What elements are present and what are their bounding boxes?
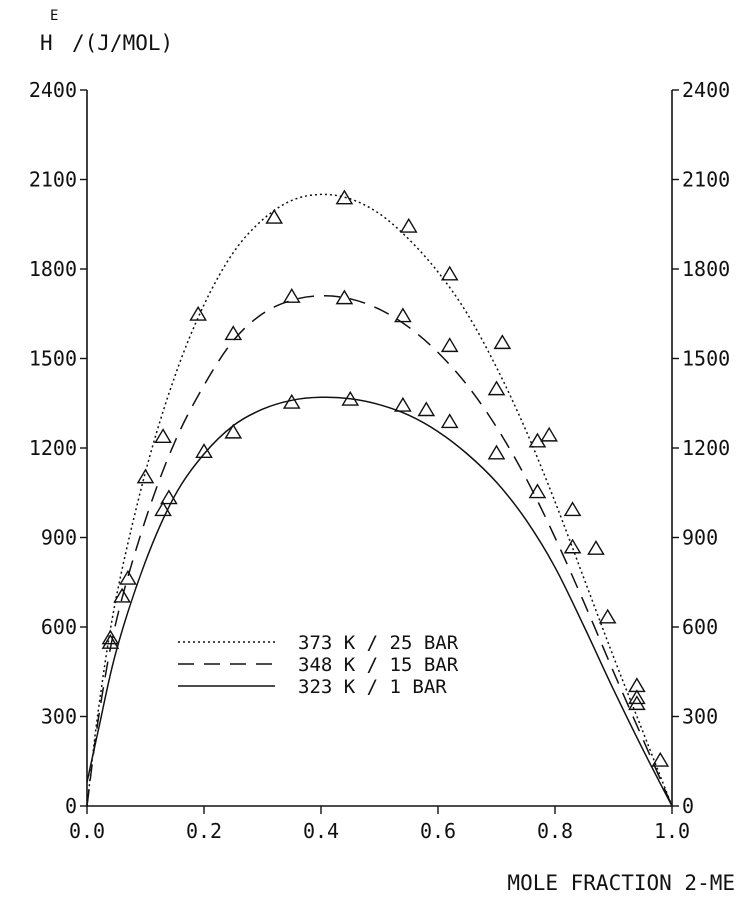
data-point-marker — [587, 540, 605, 555]
data-point-marker — [282, 393, 301, 409]
data-point-marker — [394, 396, 412, 412]
y-tick-label-left: 2100 — [29, 168, 77, 192]
data-point-marker — [540, 426, 558, 442]
y-tick-label-left: 1500 — [29, 347, 77, 371]
axes — [86, 90, 673, 807]
y-tick-label-right: 600 — [682, 615, 718, 639]
y-tick-label-right: 1200 — [682, 436, 730, 460]
data-point-marker — [195, 443, 213, 458]
series-3 — [86, 390, 673, 807]
data-point-marker — [487, 380, 506, 396]
data-point-marker — [119, 569, 137, 585]
series-2 — [86, 287, 673, 807]
y-tick-label-right: 2400 — [682, 78, 730, 102]
data-point-marker — [440, 337, 459, 353]
y-tick-label-right: 2100 — [682, 168, 730, 192]
data-point-marker — [399, 217, 418, 233]
x-tick-label: 0.8 — [537, 819, 573, 843]
x-axis-label: MOLE FRACTION 2-ME — [507, 871, 735, 895]
legend-label-323k: 323 K / 1 BAR — [298, 676, 447, 698]
data-point-marker — [440, 413, 459, 429]
series-layer — [86, 189, 673, 807]
y-tick-label-right: 300 — [682, 705, 718, 729]
data-point-marker — [651, 751, 670, 767]
data-point-marker — [136, 468, 155, 484]
legend-label-348k: 348 K / 15 BAR — [298, 654, 459, 676]
y-tick-label-left: 2400 — [29, 78, 77, 102]
x-tick-label: 1.0 — [654, 819, 690, 843]
data-point-marker — [154, 428, 172, 444]
y-axis-label-main: H — [40, 31, 53, 55]
data-point-marker — [101, 629, 120, 645]
data-point-marker — [598, 608, 617, 624]
data-point-marker — [335, 289, 354, 305]
y-axis-label-superscript: E — [50, 8, 58, 24]
y-tick-label-right: 0 — [682, 794, 694, 818]
data-point-marker — [101, 634, 120, 649]
data-point-marker — [341, 390, 360, 406]
y-tick-label-right: 1500 — [682, 347, 730, 371]
y-axis-label-units: /(J/MOL) — [72, 31, 173, 55]
data-point-marker — [417, 401, 436, 417]
series-line-3 — [86, 396, 673, 807]
data-point-marker — [282, 287, 301, 303]
data-point-marker — [563, 501, 582, 517]
y-tick-label-left: 1800 — [29, 257, 77, 281]
series-line-2 — [86, 295, 673, 807]
y-axis-label: H E /(J/MOL) — [40, 8, 173, 55]
series-1 — [86, 189, 673, 807]
ticks: 0 0 300 300 600 600 900 900 1200 1200 1500 1500 1800… — [29, 78, 730, 843]
y-tick-label-left: 0 — [65, 794, 77, 818]
y-tick-label-left: 900 — [41, 526, 77, 550]
legend: 373 K / 25 BAR 348 K / 15 BAR 323 K / 1 … — [178, 632, 459, 698]
data-point-marker — [563, 538, 582, 554]
data-point-marker — [440, 265, 459, 281]
y-tick-label-left: 600 — [41, 615, 77, 639]
data-point-marker — [394, 307, 412, 323]
data-point-marker — [189, 305, 207, 321]
data-point-marker — [154, 501, 172, 517]
data-point-marker — [493, 334, 512, 350]
legend-label-373k: 373 K / 25 BAR — [298, 632, 459, 654]
data-point-marker — [528, 432, 547, 448]
data-point-marker — [224, 325, 243, 341]
y-tick-label-right: 1800 — [682, 257, 730, 281]
data-point-marker — [487, 444, 506, 460]
y-tick-label-right: 900 — [682, 526, 718, 550]
y-tick-label-left: 300 — [41, 705, 77, 729]
data-point-marker — [113, 587, 131, 603]
data-point-marker — [528, 483, 547, 499]
data-point-marker — [265, 208, 284, 224]
data-point-marker — [628, 689, 646, 705]
data-point-marker — [628, 695, 646, 711]
y-tick-label-left: 1200 — [29, 436, 77, 460]
data-point-marker — [335, 189, 354, 205]
x-tick-label: 0.0 — [69, 819, 105, 843]
x-tick-label: 0.2 — [186, 819, 222, 843]
data-point-marker — [224, 423, 243, 439]
x-tick-label: 0.4 — [303, 819, 339, 843]
x-tick-label: 0.6 — [420, 819, 456, 843]
data-point-marker — [160, 489, 178, 505]
